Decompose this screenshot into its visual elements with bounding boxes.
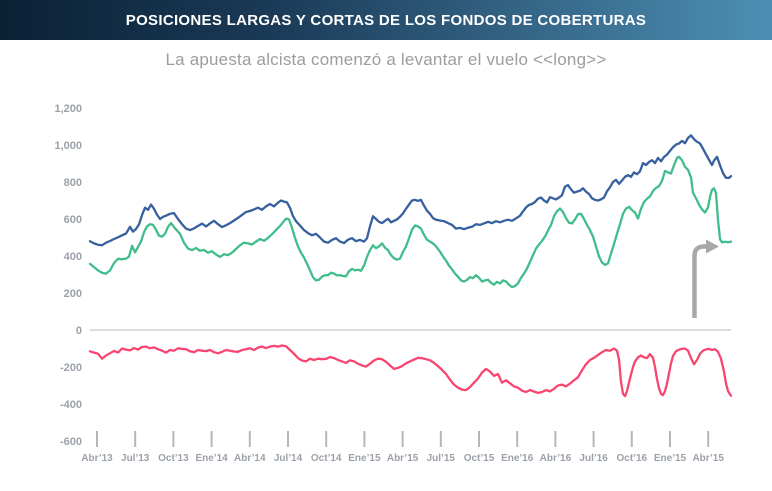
x-tick-label: Ene’14 [195, 453, 228, 464]
y-tick-label: 200 [64, 288, 82, 300]
x-tick-label: Ene’16 [501, 453, 534, 464]
x-tick-label: Jul’15 [427, 453, 456, 464]
page-title: POSICIONES LARGAS Y CORTAS DE LOS FONDOS… [125, 11, 647, 29]
series-pink [88, 344, 733, 398]
plot-area [88, 134, 733, 398]
x-tick-label: Ene’15 [348, 453, 381, 464]
y-tick-label: 600 [64, 214, 82, 226]
y-tick-label: 1,000 [54, 140, 82, 152]
header-banner: POSICIONES LARGAS Y CORTAS DE LOS FONDOS… [0, 0, 772, 40]
x-tick-label: Jul’13 [121, 453, 150, 464]
y-tick-label: 400 [64, 251, 82, 263]
y-tick-label: -400 [60, 399, 82, 411]
y-tick-label: 0 [76, 325, 82, 337]
chart-subtitle: La apuesta alcista comenzó a levantar el… [165, 50, 607, 69]
chart-svg: 1,200 1,000 800 600 400 200 0 -200 -400 -600 Abr’… [54, 103, 733, 464]
y-tick-label: 1,200 [54, 103, 82, 115]
arrow-annotation [692, 239, 719, 318]
arrow-head-icon [706, 239, 719, 254]
x-tick-label: Jul’16 [579, 453, 608, 464]
subtitle-row: La apuesta alcista comenzó a levantar el… [0, 40, 772, 80]
y-axis-labels: 1,200 1,000 800 600 400 200 0 -200 -400 -600 [54, 103, 82, 448]
x-tick-label: Oct’15 [464, 453, 495, 464]
x-tick-label: Abr’15 [692, 453, 724, 464]
y-tick-label: -200 [60, 362, 82, 374]
x-tick-label: Jul’14 [274, 453, 303, 464]
x-tick-label: Oct’14 [311, 453, 342, 464]
series-green [88, 155, 733, 289]
x-tick-label: Oct’16 [617, 453, 648, 464]
x-tick-label: Ene’15 [654, 453, 687, 464]
y-tick-label: 800 [64, 177, 82, 189]
x-axis-ticks: Abr’13 Jul’13 Oct’13 Ene’14 Abr’14 Jul’14 Oct’… [81, 431, 724, 464]
x-tick-label: Abr’16 [540, 453, 572, 464]
x-tick-label: Abr’13 [81, 453, 113, 464]
x-tick-label: Oct’13 [158, 453, 189, 464]
x-tick-label: Abr’14 [234, 453, 266, 464]
y-tick-label: -600 [60, 436, 82, 448]
arrow-shaft [692, 244, 708, 318]
x-tick-label: Abr’15 [387, 453, 419, 464]
series-blue [88, 134, 733, 247]
